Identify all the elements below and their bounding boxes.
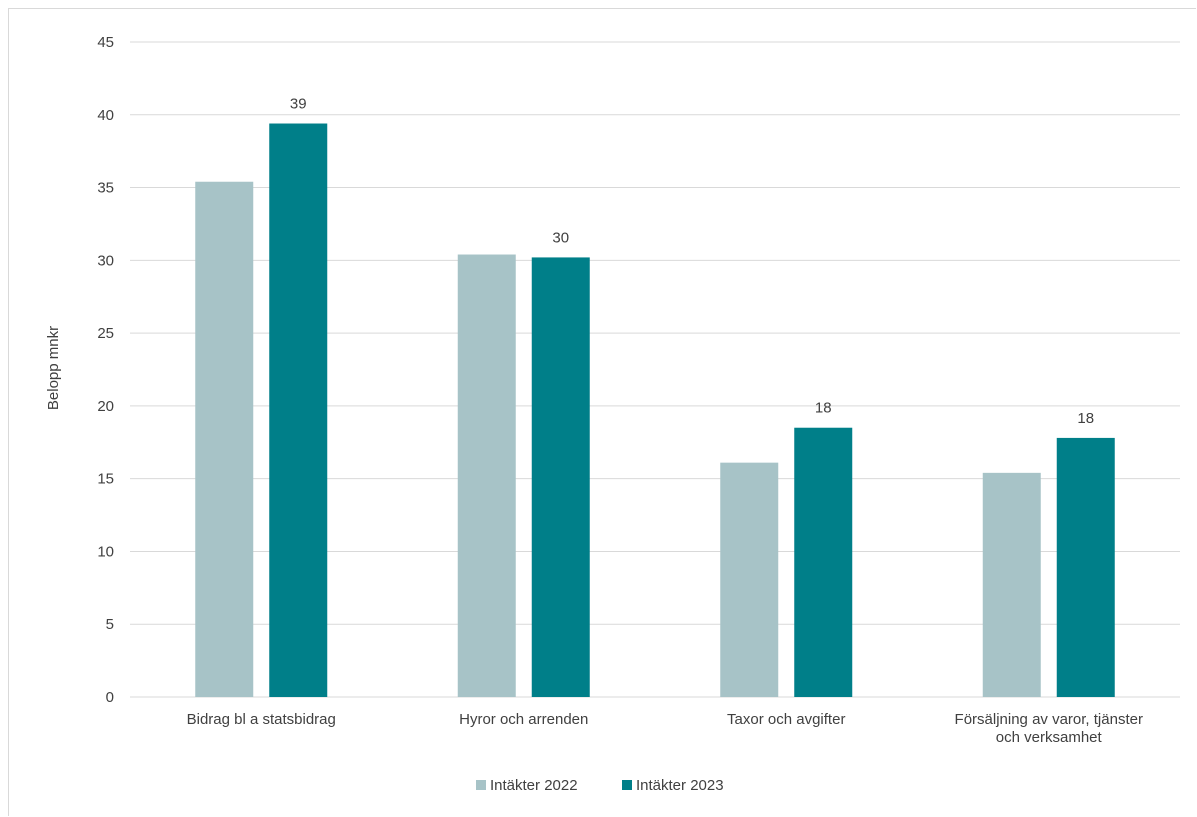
y-tick-label: 25 [97, 325, 114, 342]
y-axis-title: Belopp mnkr [45, 326, 62, 410]
x-category-label: Taxor och avgifter [727, 711, 845, 728]
data-label: 18 [815, 400, 832, 417]
bar-2023 [269, 123, 328, 697]
chart-frame [8, 8, 1196, 816]
x-category-label: Bidrag bl a statsbidrag [187, 711, 336, 728]
y-axis-ticks: 0 5 10 15 20 25 30 35 40 45 [97, 34, 114, 706]
bars [195, 123, 1115, 697]
bar-2022 [195, 181, 254, 697]
y-tick-label: 10 [97, 543, 114, 560]
y-tick-label: 15 [97, 471, 114, 488]
legend-label-2023: Intäkter 2023 [636, 777, 724, 794]
data-label: 39 [290, 96, 307, 113]
data-labels: 39 30 18 18 [290, 96, 1094, 427]
bar-2023 [1056, 437, 1115, 697]
y-tick-label: 40 [97, 107, 114, 124]
y-tick-label: 35 [97, 180, 114, 197]
y-tick-label: 0 [106, 689, 114, 706]
legend-label-2022: Intäkter 2022 [490, 777, 578, 794]
data-label: 30 [552, 229, 569, 246]
x-category-label: Försäljning av varor, tjänster och verksa… [955, 711, 1143, 746]
y-tick-label: 5 [106, 616, 114, 633]
y-tick-label: 30 [97, 252, 114, 269]
category-labels: Bidrag bl a statsbidrag Hyror och arrende… [187, 711, 1143, 746]
bar-2022 [457, 254, 516, 697]
legend-swatch-2023 [622, 780, 632, 790]
legend: Intäkter 2022 Intäkter 2023 [476, 777, 724, 794]
data-label: 18 [1077, 410, 1094, 427]
y-tick-label: 20 [97, 398, 114, 415]
bar-2022 [720, 462, 779, 697]
bar-2023 [794, 427, 853, 697]
bar-2023 [531, 257, 590, 697]
y-tick-label: 45 [97, 34, 114, 51]
bar-2022 [982, 472, 1041, 697]
legend-swatch-2022 [476, 780, 486, 790]
x-category-label: Hyror och arrenden [459, 711, 588, 728]
